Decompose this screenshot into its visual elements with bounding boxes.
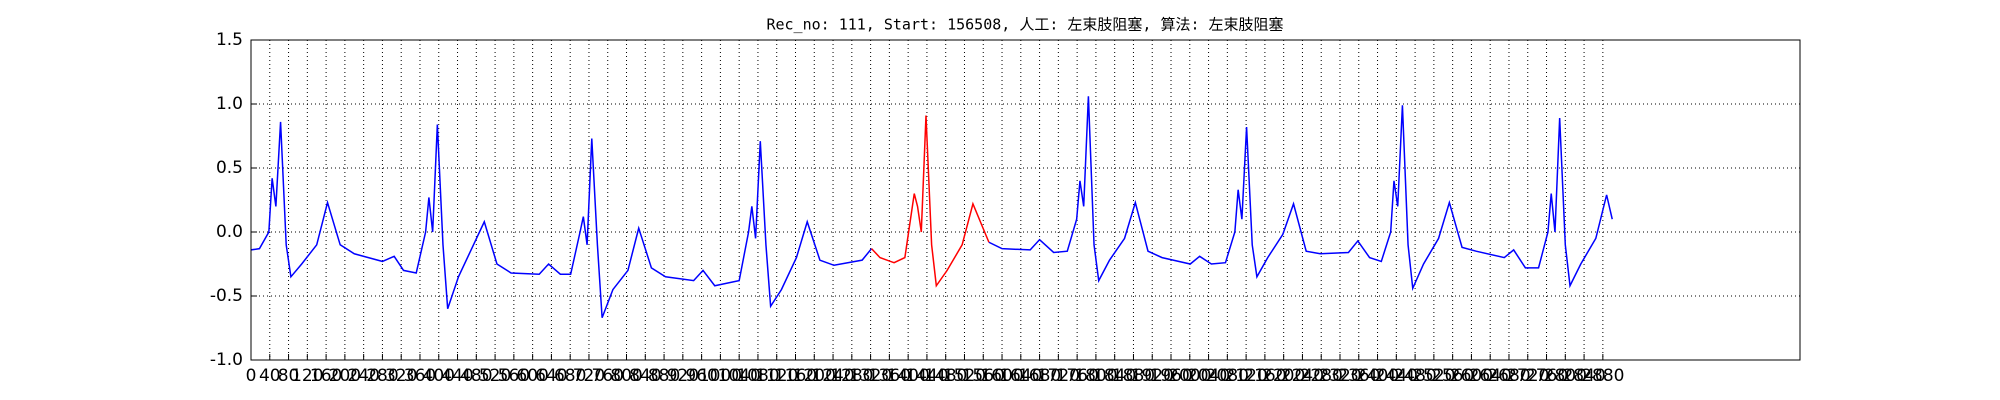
x-tick-label: 1360	[868, 366, 911, 386]
x-tick-label: 1400	[887, 366, 930, 386]
x-tick-label: 1480	[924, 366, 967, 386]
x-tick-label: 800	[610, 366, 642, 386]
y-tick-label: 1.0	[216, 94, 243, 114]
x-tick-label: 920	[667, 366, 699, 386]
x-tick-label: 1640	[999, 366, 1042, 386]
x-tick-label: 960	[685, 366, 717, 386]
ecg-line	[250, 96, 1613, 319]
x-tick-label: 2720	[1506, 366, 1549, 386]
x-tick-label: 640	[535, 366, 567, 386]
x-tick-label: 1200	[793, 366, 836, 386]
x-tick-label: 0	[246, 366, 257, 386]
x-tick-label: 2880	[1581, 366, 1624, 386]
x-tick-label: 200	[329, 366, 361, 386]
x-tick-label: 2480	[1393, 366, 1436, 386]
x-tick-label: 1040	[718, 366, 761, 386]
x-tick-label: 2800	[1544, 366, 1587, 386]
x-tick-label: 2280	[1300, 366, 1343, 386]
x-tick-label: 400	[423, 366, 455, 386]
y-tick-label: -0.5	[210, 286, 243, 306]
ecg-line	[870, 115, 990, 288]
x-tick-label: 2640	[1469, 366, 1512, 386]
y-tick-label: 0.0	[216, 222, 243, 242]
x-tick-label: 760	[592, 366, 624, 386]
x-tick-label: 1240	[811, 366, 854, 386]
x-tick-label: 320	[385, 366, 417, 386]
x-tick-label: 160	[310, 366, 342, 386]
x-tick-label: 1920	[1131, 366, 1174, 386]
x-tick-label: 2840	[1562, 366, 1605, 386]
x-tick-label: 2120	[1224, 366, 1267, 386]
x-tick-label: 680	[554, 366, 586, 386]
x-tick-label: 840	[629, 366, 661, 386]
x-tick-label: 2520	[1412, 366, 1455, 386]
x-tick-label: 2160	[1243, 366, 1286, 386]
x-tick-label: 2760	[1525, 366, 1568, 386]
y-tick-label: 1.5	[216, 30, 243, 50]
y-tick-label: 0.5	[216, 158, 243, 178]
chart-title: Rec_no: 111, Start: 156508, 人工: 左束肢阻塞, 算…	[766, 16, 1283, 34]
x-tick-label: 1880	[1112, 366, 1155, 386]
x-tick-label: 2400	[1356, 366, 1399, 386]
x-tick-label: 2600	[1450, 366, 1493, 386]
x-tick-label: 720	[573, 366, 605, 386]
x-tick-label: 2080	[1206, 366, 1249, 386]
x-tick-label: 2320	[1318, 366, 1361, 386]
x-tick-label: 2240	[1281, 366, 1324, 386]
x-tick-label: 1760	[1056, 366, 1099, 386]
x-tick-label: 600	[516, 366, 548, 386]
x-tick-label: 1720	[1037, 366, 1080, 386]
x-tick-label: 440	[441, 366, 473, 386]
x-tick-label: 1440	[905, 366, 948, 386]
x-tick-label: 560	[498, 366, 530, 386]
x-tick-label: 1600	[980, 366, 1023, 386]
x-tick-label: 1560	[962, 366, 1005, 386]
x-tick-label: 2680	[1487, 366, 1530, 386]
x-tick-label: 1680	[1018, 366, 1061, 386]
x-tick-label: 2200	[1262, 366, 1305, 386]
x-tick-label: 1320	[849, 366, 892, 386]
x-tick-label: 1120	[755, 366, 798, 386]
x-tick-label: 880	[648, 366, 680, 386]
x-tick-label: 80	[278, 366, 300, 386]
x-tick-label: 520	[479, 366, 511, 386]
x-tick-label: 2360	[1337, 366, 1380, 386]
x-tick-label: 2040	[1187, 366, 1230, 386]
x-tick-label: 120	[291, 366, 323, 386]
x-tick-label: 2440	[1375, 366, 1418, 386]
y-tick-label: -1.0	[210, 350, 243, 370]
x-tick-label: 40	[259, 366, 281, 386]
x-tick-label: 1840	[1093, 366, 1136, 386]
x-tick-label: 1800	[1074, 366, 1117, 386]
plot-frame	[250, 39, 1801, 361]
x-tick-label: 1520	[943, 366, 986, 386]
x-tick-label: 2560	[1431, 366, 1474, 386]
x-tick-label: 1960	[1149, 366, 1192, 386]
x-tick-label: 280	[366, 366, 398, 386]
x-tick-label: 1000	[699, 366, 742, 386]
x-tick-label: 480	[460, 366, 492, 386]
x-tick-label: 1160	[774, 366, 817, 386]
x-tick-label: 1280	[830, 366, 873, 386]
x-tick-label: 2000	[1168, 366, 1211, 386]
x-tick-label: 360	[404, 366, 436, 386]
x-tick-label: 240	[347, 366, 379, 386]
x-tick-label: 1080	[736, 366, 779, 386]
